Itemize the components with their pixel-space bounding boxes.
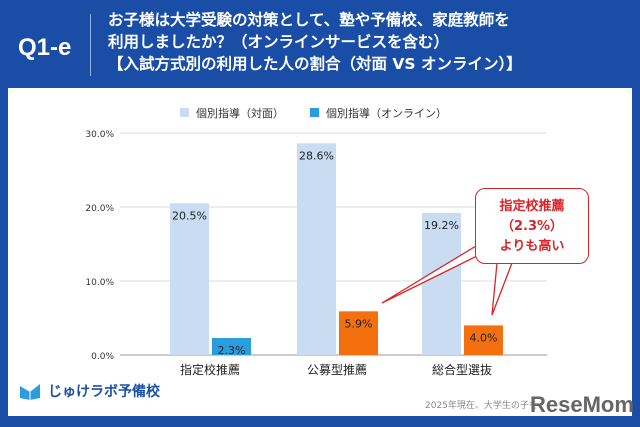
data-label: 28.6% — [299, 149, 334, 162]
legend-swatch — [180, 108, 189, 117]
callout-pointer — [491, 262, 513, 316]
x-tick-label: 公募型推薦 — [307, 363, 367, 377]
y-tick-label: 20.0% — [85, 204, 114, 214]
data-label: 4.0% — [470, 331, 498, 344]
title-line: 【入試方式別の利用した人の割合（対面 VS オンライン）】 — [108, 55, 522, 73]
data-label: 19.2% — [424, 219, 459, 232]
data-label: 5.9% — [345, 317, 373, 330]
data-label: 2.3% — [218, 344, 246, 357]
y-tick-label: 0.0% — [91, 352, 114, 362]
x-tick-label: 総合型選抜 — [432, 362, 492, 377]
bar — [212, 337, 251, 355]
y-tick-label: 10.0% — [85, 278, 114, 288]
book-icon — [20, 384, 40, 400]
annotation-line: よりも高い — [499, 239, 565, 254]
resemom-watermark: ReseMom — [530, 392, 634, 417]
legend-label: 個別指導（オンライン） — [326, 106, 447, 120]
page-title: お子様は大学受験の対策として、塾や予備校、家庭教師を 利用しましたか？（オンライ… — [108, 9, 522, 75]
bar — [170, 203, 209, 355]
title-line: お子様は大学受験の対策として、塾や予備校、家庭教師を — [108, 11, 510, 29]
question-id: Q1-e — [18, 34, 72, 61]
divider — [90, 14, 91, 76]
legend-swatch — [310, 108, 319, 117]
annotation-callout: 指定校推薦 （2.3%） よりも高い — [475, 188, 589, 264]
bar — [422, 212, 461, 355]
bar — [297, 143, 336, 355]
source-note: 2025年現在、大学生の子を — [425, 401, 538, 411]
logo-text: じゅけラボ予備校 — [48, 384, 160, 400]
juke-lab-logo: じゅけラボ予備校 — [18, 380, 160, 402]
annotation-line: （2.3%） — [500, 219, 564, 234]
annotation-line: 指定校推薦 — [499, 199, 565, 214]
x-tick-label: 指定校推薦 — [180, 362, 240, 377]
bar — [464, 325, 503, 355]
y-tick-label: 30.0% — [85, 130, 114, 140]
data-label: 20.5% — [172, 209, 207, 222]
legend-label: 個別指導（対面） — [196, 106, 284, 120]
bar — [339, 311, 378, 355]
title-line: 利用しましたか？（オンラインサービスを含む） — [108, 33, 450, 51]
